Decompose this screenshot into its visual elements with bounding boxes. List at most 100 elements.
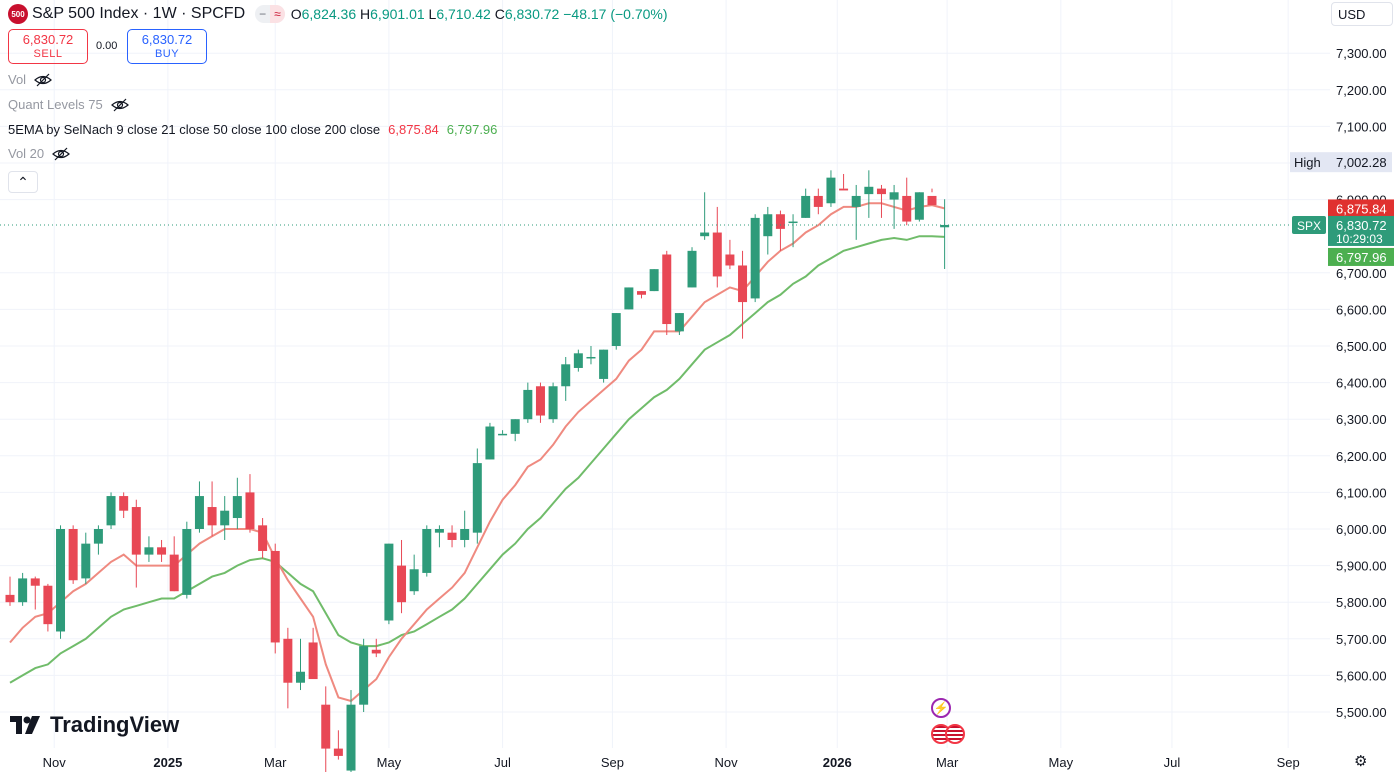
series-toggle[interactable]: − ≈ — [255, 5, 285, 23]
candle-body — [308, 642, 318, 680]
minus-icon[interactable]: − — [259, 7, 267, 21]
flag-us-icon[interactable] — [945, 724, 965, 744]
candle-body — [346, 704, 356, 771]
indicator-vol[interactable]: Vol — [8, 72, 52, 87]
y-tick-label: 6,500.00 — [1336, 339, 1387, 354]
candle-body — [144, 547, 154, 555]
y-tick-label: 7,300.00 — [1336, 46, 1387, 61]
candle-body — [813, 195, 823, 207]
candle-body — [510, 419, 520, 434]
candle-body — [182, 529, 192, 595]
candle-body — [637, 291, 646, 295]
ema-fast-line — [9, 202, 945, 703]
x-tick-label: May — [377, 755, 402, 770]
candle-body — [826, 177, 836, 204]
candle-body — [245, 492, 255, 529]
x-tick-label: Jul — [494, 755, 511, 770]
y-tick-label: 7,200.00 — [1336, 83, 1387, 98]
candle-body — [68, 529, 78, 581]
high-value: 6,901.01 — [370, 6, 425, 22]
y-tick-label: 5,600.00 — [1336, 668, 1387, 683]
tradingview-wordmark: TradingView — [50, 712, 180, 737]
y-tick-label: 6,300.00 — [1336, 412, 1387, 427]
y-tick-label: 6,700.00 — [1336, 266, 1387, 281]
candle-body — [460, 529, 470, 540]
candle-body — [258, 525, 268, 551]
candle-body — [485, 426, 495, 460]
tradingview-logo[interactable]: TradingView — [10, 712, 179, 738]
candle-body — [788, 221, 798, 224]
change-value: −48.17 (−0.70%) — [563, 6, 668, 22]
candle-body — [586, 356, 596, 359]
candle-body — [5, 594, 15, 603]
close-label: C — [494, 6, 505, 22]
candle-body — [119, 496, 129, 511]
close-value: 6,830.72 — [504, 6, 560, 22]
countdown-label: 10:29:03 — [1336, 232, 1383, 246]
ema-slow-line — [9, 235, 945, 684]
open-label: O — [290, 6, 302, 22]
currency-selector[interactable]: USD — [1331, 2, 1393, 26]
candle-body — [940, 224, 950, 228]
candle-body — [725, 254, 735, 266]
candle-body — [763, 214, 773, 237]
candle-body — [573, 353, 583, 368]
y-tick-label: 7,100.00 — [1336, 119, 1387, 134]
ema-slow-price-badge — [1328, 247, 1394, 266]
x-tick-label: 2025 — [153, 755, 182, 770]
candle-body — [914, 192, 924, 220]
candle-body — [43, 585, 53, 625]
indicator-vol20-label: Vol 20 — [8, 146, 45, 161]
indicator-vol20[interactable]: Vol 20 — [8, 146, 71, 161]
candle-body — [535, 386, 545, 416]
collapse-legend-button[interactable]: ⌃ — [8, 171, 38, 193]
x-tick-label: Nov — [715, 755, 739, 770]
candle-body — [839, 188, 849, 191]
candle-body — [662, 254, 672, 325]
eye-hidden-icon[interactable] — [34, 73, 52, 87]
candle-body — [561, 364, 571, 387]
buy-button[interactable]: 6,830.72 BUY — [127, 29, 207, 64]
candle-body — [876, 188, 886, 195]
settings-gear-icon[interactable]: ⚙ — [1354, 753, 1368, 770]
candle-body — [409, 569, 419, 592]
x-tick-label: Sep — [601, 755, 624, 770]
candle-body — [548, 386, 558, 420]
buy-price: 6,830.72 — [141, 31, 193, 47]
candle-body — [434, 529, 444, 533]
candle-body — [750, 217, 760, 299]
sell-price: 6,830.72 — [22, 31, 74, 47]
ema-fast-price-badge — [1328, 199, 1394, 218]
y-tick-label: 6,400.00 — [1336, 376, 1387, 391]
candle-body — [333, 748, 343, 756]
candle-body — [624, 287, 634, 310]
symbol-title[interactable]: S&P 500 Index · 1W · SPCFD — [32, 5, 246, 22]
indicator-5ema[interactable]: 5EMA by SelNach 9 close 21 close 50 clos… — [8, 122, 497, 137]
lightning-icon[interactable]: ⚡ — [931, 698, 951, 718]
eye-hidden-icon[interactable] — [110, 98, 129, 112]
candle-body — [207, 507, 217, 526]
candle-body — [649, 269, 659, 292]
candle-body — [157, 547, 167, 555]
x-tick-label: Nov — [43, 755, 67, 770]
sp500-logo-icon: 500 — [8, 4, 28, 24]
tradingview-mark-icon — [10, 716, 40, 734]
candle-body — [422, 529, 432, 573]
x-tick-label: May — [1049, 755, 1074, 770]
high-label: H — [360, 6, 371, 22]
eye-hidden-icon[interactable] — [52, 147, 71, 161]
candle-body — [927, 195, 937, 206]
candle-body — [169, 554, 179, 592]
high-marker-label: High — [1294, 155, 1321, 170]
candle-body — [131, 507, 141, 555]
ohlc-values: O6,824.36 H6,901.01 L6,710.42 C6,830.72 … — [291, 6, 668, 22]
ema-fast-price-label: 6,875.84 — [1336, 201, 1387, 216]
ema-value-fast: 6,875.84 — [388, 122, 439, 137]
indicator-quant-levels[interactable]: Quant Levels 75 — [8, 97, 129, 112]
x-tick-label: 2026 — [823, 755, 852, 770]
indicator-ema-label: 5EMA by SelNach 9 close 21 close 50 clos… — [8, 122, 381, 137]
candle-body — [93, 529, 103, 544]
wave-icon[interactable]: ≈ — [270, 5, 285, 23]
sell-button[interactable]: 6,830.72 SELL — [8, 29, 88, 64]
